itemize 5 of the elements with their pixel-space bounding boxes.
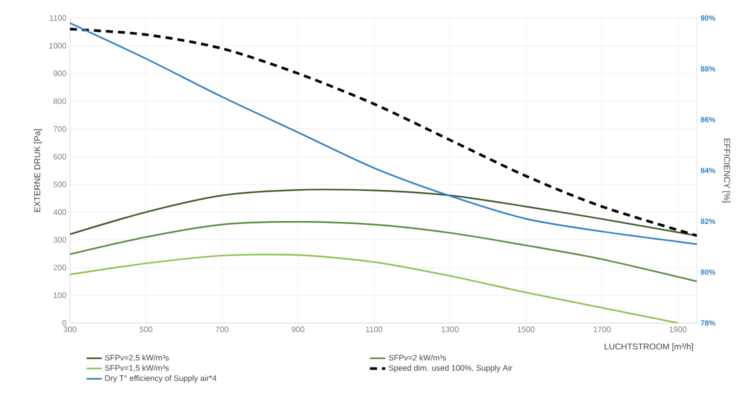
y-axis-title: EXTERNE DRUK [Pa] (34, 129, 42, 212)
x-axis-title: LUCHTSTROOM [m³/h] (604, 343, 693, 352)
y2-axis-title: EFFICIENCY [%] (722, 138, 730, 202)
line-series (70, 220, 698, 282)
line-series (70, 254, 679, 323)
